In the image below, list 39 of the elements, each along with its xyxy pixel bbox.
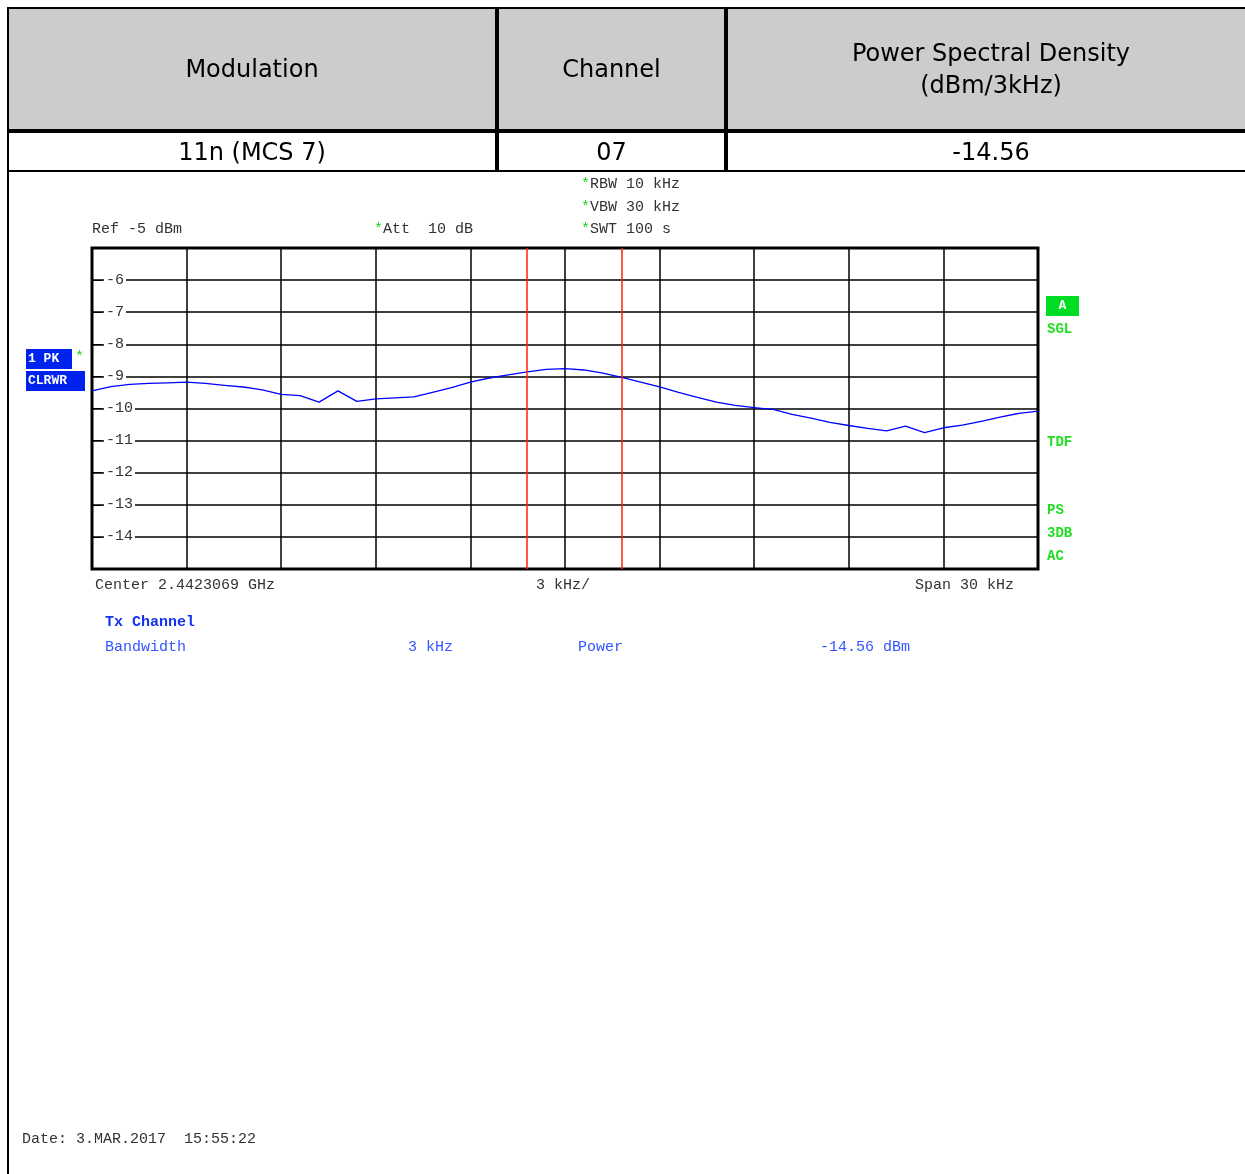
- y-tick-label: -7: [106, 303, 125, 321]
- text: *SWT 100 s: [581, 221, 672, 238]
- text: TDF: [1047, 433, 1073, 451]
- y-tick-label: -10: [106, 400, 134, 417]
- text: 11n (MCS 7): [7, 131, 497, 172]
- text: Tx Channel: [105, 614, 196, 632]
- text: 3 kHz: [408, 639, 454, 657]
- text: Bandwidth: [105, 639, 187, 657]
- text: Ref -5 dBm: [92, 221, 183, 239]
- text: -14.56 dBm: [820, 639, 911, 657]
- text: 07: [497, 131, 726, 172]
- y-tick-label: -14: [106, 528, 134, 546]
- text: AC: [1047, 547, 1064, 565]
- text: Power: [578, 639, 624, 657]
- text: 3 kHz/: [536, 577, 591, 595]
- text: *RBW 10 kHz: [581, 176, 681, 193]
- text: Center 2.4423069 GHz: [95, 577, 276, 595]
- text: CLRWR: [26, 371, 85, 391]
- text: Power Spectral Density (dBm/3kHz): [726, 7, 1245, 131]
- text: *Att 10 dB: [374, 221, 474, 238]
- text: Span 30 kHz: [915, 577, 1015, 595]
- y-tick-label: -13: [106, 496, 134, 514]
- y-tick-label: -11: [106, 432, 134, 450]
- text: Channel: [497, 7, 726, 131]
- y-tick-label: -9: [106, 367, 125, 385]
- text: -14.56: [726, 131, 1245, 172]
- text: 1 PK: [26, 349, 72, 369]
- text: Date: 3.MAR.2017 15:55:22: [22, 1131, 257, 1149]
- text: *VBW 30 kHz: [581, 199, 681, 216]
- text: A: [1046, 296, 1079, 316]
- text: Modulation: [7, 7, 497, 131]
- text: PS: [1047, 501, 1064, 519]
- text: SGL: [1047, 320, 1073, 338]
- y-tick-label: -8: [106, 335, 125, 353]
- text: *: [75, 349, 85, 367]
- line-series: [91, 368, 1039, 434]
- y-tick-label: -12: [106, 464, 134, 482]
- text: 3DB: [1047, 524, 1073, 542]
- y-tick-label: -6: [106, 271, 125, 289]
